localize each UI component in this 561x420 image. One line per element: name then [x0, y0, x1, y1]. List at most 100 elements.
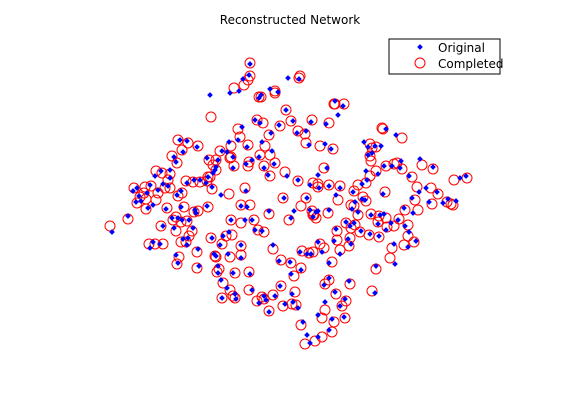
completed-point [343, 240, 355, 252]
completed-point [259, 140, 271, 152]
original-point [333, 226, 339, 232]
completed-point [388, 158, 400, 170]
completed-point [416, 159, 428, 171]
completed-point [294, 70, 306, 82]
completed-point [334, 180, 346, 192]
completed-point [202, 201, 214, 213]
completed-point [365, 155, 377, 167]
original-point [282, 301, 288, 307]
original-point [209, 235, 215, 241]
original-point [300, 319, 306, 325]
completed-point [232, 123, 244, 135]
original-point [125, 213, 131, 219]
original-point [270, 242, 276, 248]
original-point [238, 255, 244, 261]
completed-point [172, 134, 184, 146]
original-point [457, 175, 463, 181]
original-point [463, 173, 469, 179]
original-point [417, 156, 423, 162]
original-point [283, 107, 289, 113]
completed-point [205, 111, 217, 123]
completed-point [235, 199, 247, 211]
original-point [341, 314, 347, 320]
original-point [430, 164, 436, 170]
original-point [186, 217, 192, 223]
completed-point [156, 167, 168, 179]
original-point [252, 117, 258, 123]
original-point [136, 193, 142, 199]
original-point [174, 192, 180, 198]
original-point [331, 238, 337, 244]
original-point [288, 215, 294, 221]
original-point [277, 283, 283, 289]
completed-point [277, 300, 289, 312]
completed-point [327, 143, 339, 155]
completed-point [292, 125, 304, 137]
completed-point [348, 185, 360, 197]
completed-point [412, 204, 424, 216]
original-point [413, 238, 419, 244]
completed-point [234, 131, 246, 143]
original-point [367, 231, 373, 237]
original-point [308, 251, 314, 257]
original-point [340, 103, 346, 109]
completed-point [319, 304, 331, 316]
original-point [398, 158, 404, 164]
original-point [361, 139, 367, 145]
legend-label-completed: Completed [438, 57, 503, 71]
original-point [203, 180, 209, 186]
completed-point [224, 284, 236, 296]
original-point [328, 146, 334, 152]
completed-point [398, 239, 410, 251]
original-point [184, 138, 190, 144]
original-point [304, 195, 310, 201]
original-point [346, 278, 352, 284]
completed-point [299, 128, 311, 140]
original-point [191, 177, 197, 183]
original-point [276, 258, 282, 264]
original-point [259, 228, 265, 234]
original-point [324, 165, 330, 171]
original-point [322, 141, 328, 147]
chart-title: Reconstructed Network [220, 13, 360, 27]
completed-point [264, 170, 276, 182]
original-point [294, 130, 300, 136]
original-point [268, 130, 274, 136]
original-point [157, 241, 163, 247]
original-point [235, 137, 241, 143]
completed-point [228, 82, 240, 94]
original-point [343, 219, 349, 225]
original-point [134, 185, 140, 191]
original-point [219, 148, 225, 154]
original-point [249, 157, 255, 163]
completed-point [427, 163, 439, 175]
original-point [333, 192, 339, 198]
completed-point [406, 171, 418, 183]
completed-point [295, 262, 307, 274]
original-point [209, 184, 215, 190]
completed-point [258, 160, 270, 172]
original-point [389, 163, 395, 169]
completed-point [283, 214, 295, 226]
original-point [150, 239, 156, 245]
completed-point [330, 288, 342, 300]
completed-point [258, 226, 270, 238]
completed-point [289, 286, 301, 298]
original-point [267, 86, 273, 92]
original-point [269, 148, 275, 154]
completed-point [275, 280, 287, 292]
original-point [211, 251, 217, 257]
original-point [388, 220, 394, 226]
completed-point [242, 139, 254, 151]
completed-point [288, 270, 300, 282]
original-point [295, 305, 301, 311]
completed-point [104, 220, 116, 232]
original-point [215, 263, 221, 269]
original-point [192, 207, 198, 213]
original-point [232, 291, 238, 297]
original-point [220, 233, 226, 239]
original-point [227, 90, 233, 96]
completed-point [393, 213, 405, 225]
legend-label-original: Original [438, 41, 485, 55]
original-point [173, 252, 179, 258]
